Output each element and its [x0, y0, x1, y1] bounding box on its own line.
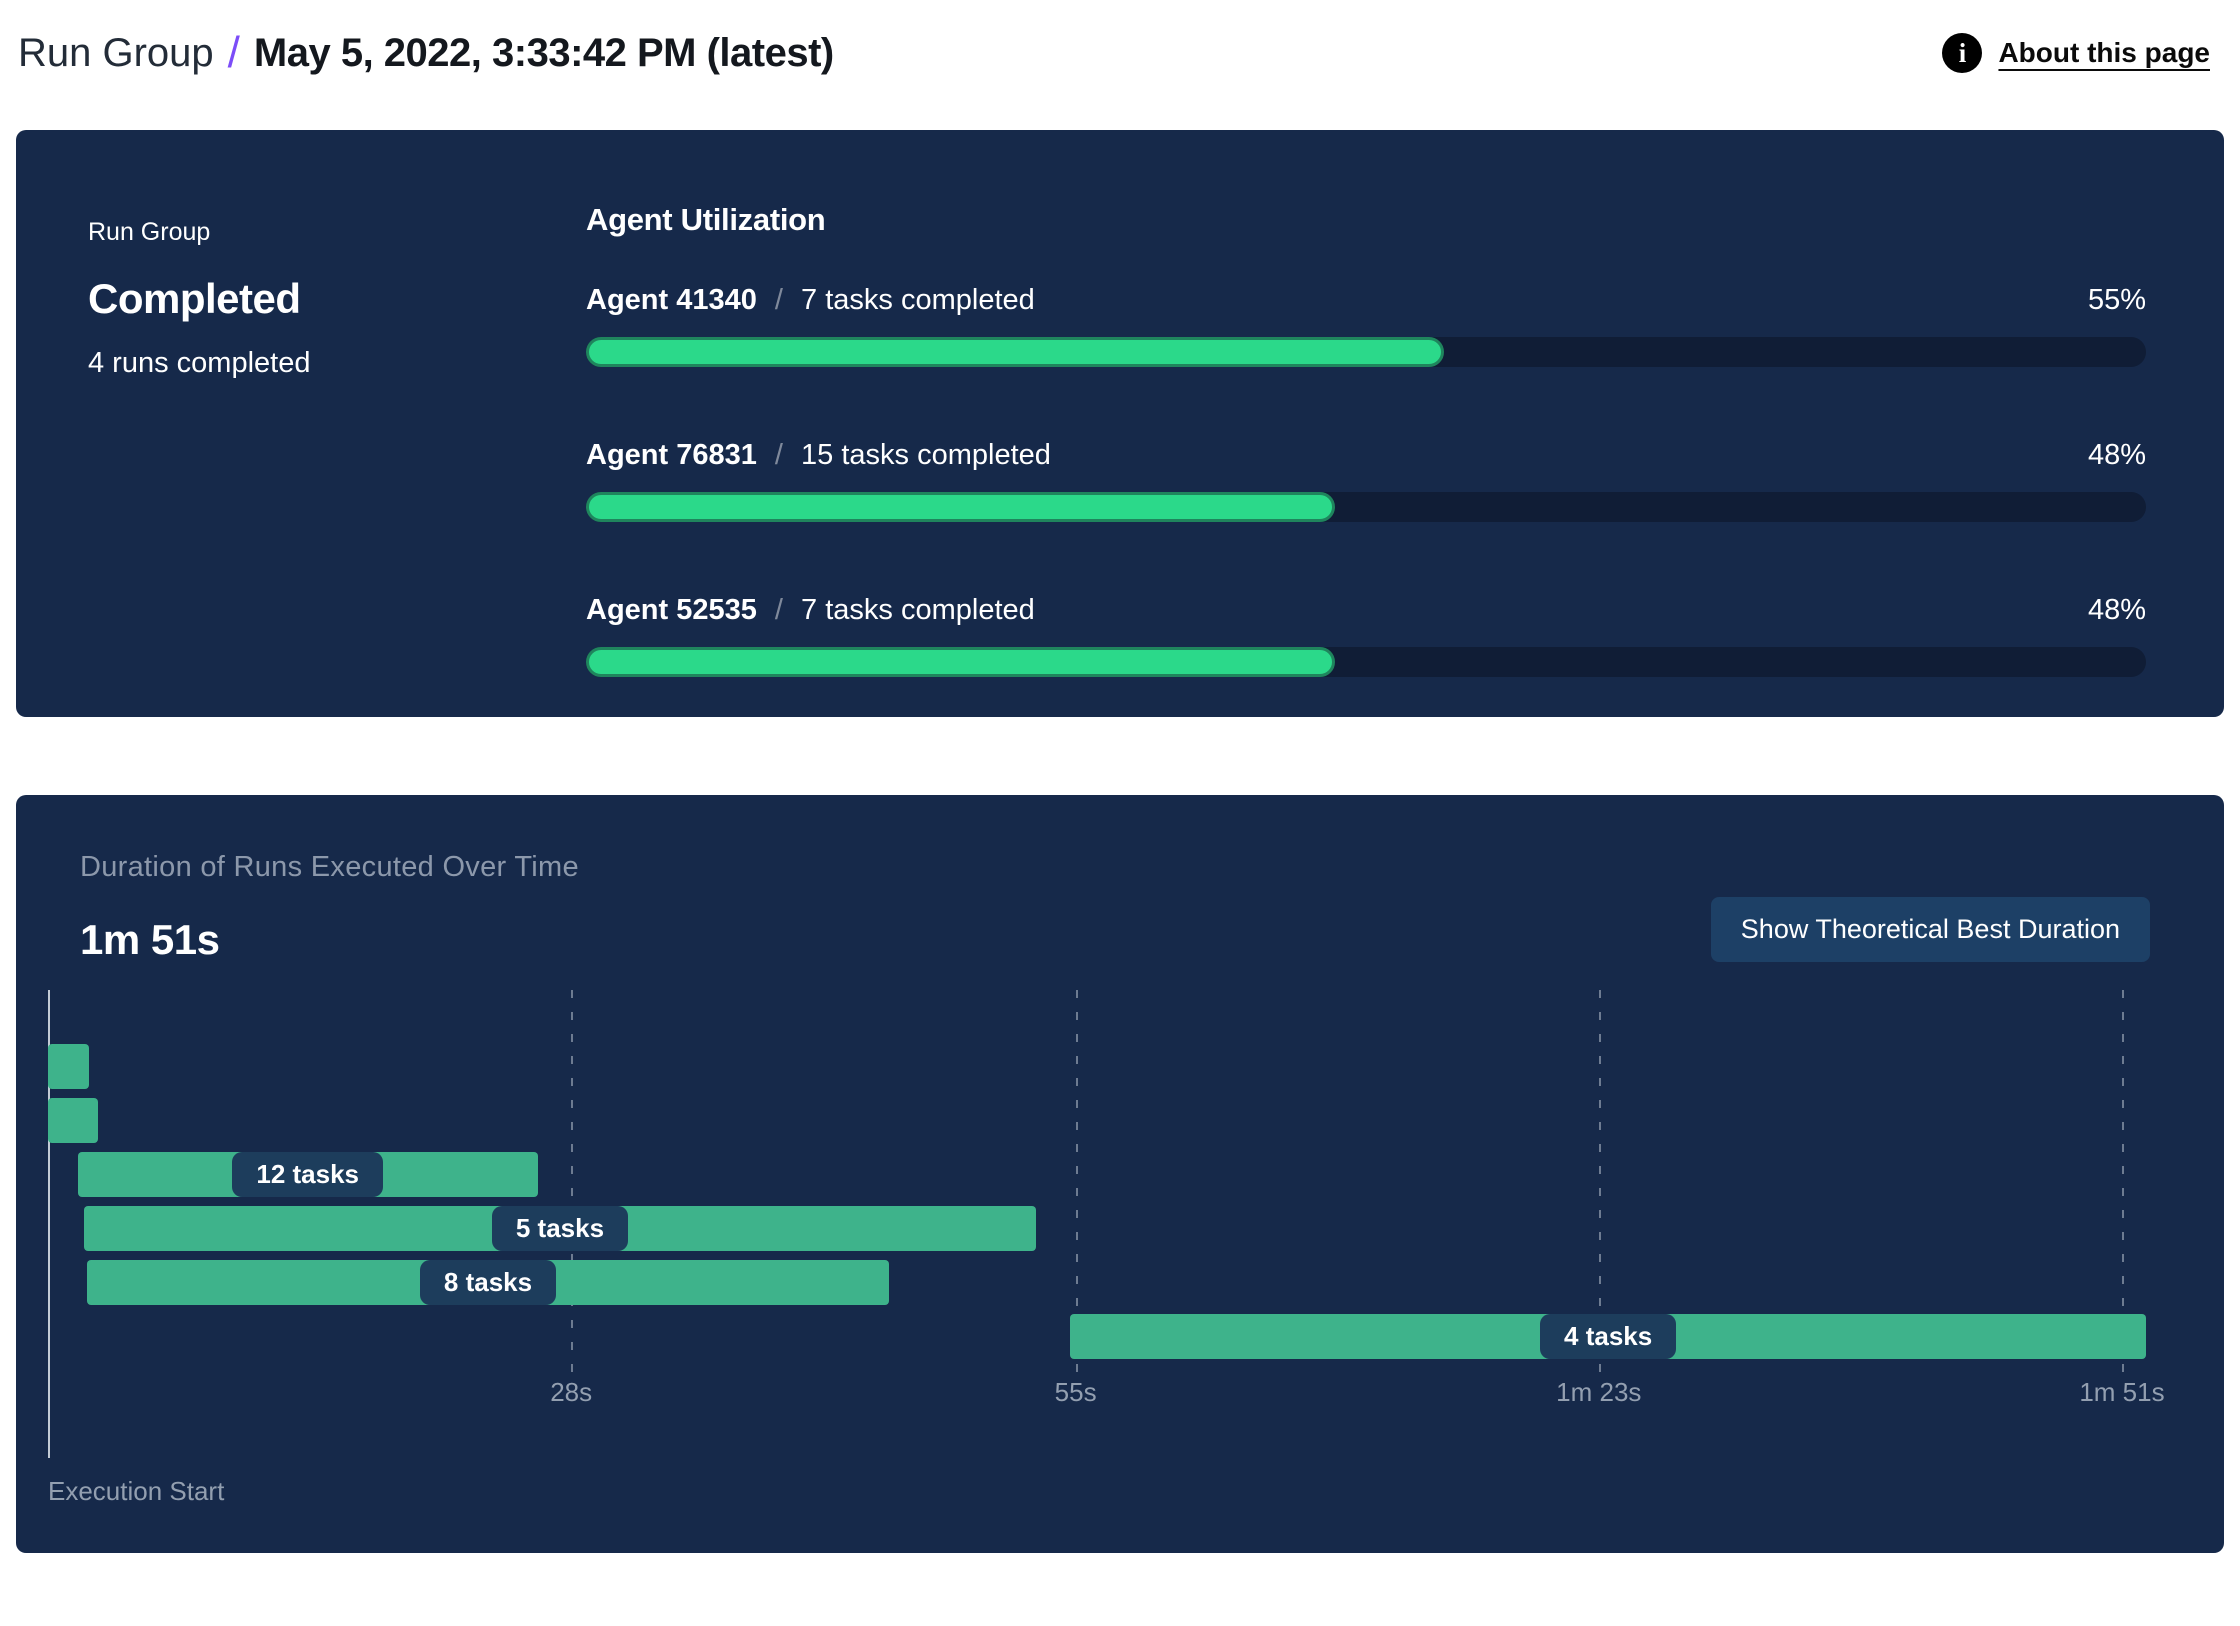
- run-group-status: Completed: [88, 275, 301, 322]
- gantt-row: [48, 1044, 2150, 1089]
- run-duration-bar[interactable]: [48, 1098, 99, 1143]
- run-duration-bar[interactable]: 5 tasks: [83, 1206, 1037, 1251]
- runs-completed-count: 4 runs completed: [88, 347, 311, 379]
- page-title: May 5, 2022, 3:33:42 PM (latest): [253, 30, 834, 75]
- agent-label-separator: /: [766, 439, 792, 471]
- agent-utilization-bar-fill: [586, 337, 1444, 367]
- gantt-gridline: [571, 990, 574, 1372]
- agent-row-header: Agent 76831 / 15 tasks completed 48%: [586, 439, 2146, 472]
- agent-utilization-row: Agent 76831 / 15 tasks completed 48%: [586, 439, 2146, 522]
- show-theoretical-best-duration-button[interactable]: Show Theoretical Best Duration: [1710, 897, 2150, 962]
- about-this-page-link[interactable]: About this page: [1998, 37, 2210, 68]
- run-duration-bar[interactable]: 8 tasks: [87, 1260, 889, 1305]
- agent-utilization-title: Agent Utilization: [586, 202, 826, 237]
- agent-utilization-bar-fill: [586, 492, 1335, 522]
- gantt-row: 8 tasks: [48, 1260, 2150, 1305]
- time-axis-tick-label: 55s: [1054, 1377, 1097, 1407]
- gantt-gridline: [1598, 990, 1601, 1372]
- time-axis-tick-label: 1m 51s: [2079, 1377, 2165, 1407]
- agent-utilization-row: Agent 52535 / 7 tasks completed 48%: [586, 594, 2146, 677]
- agent-utilization-bar-track: [586, 337, 2146, 367]
- run-group-status-block: Run Group Completed 4 runs completed: [16, 130, 576, 717]
- agent-utilization-percent: 48%: [2087, 594, 2146, 626]
- gantt-gridline: [1075, 990, 1078, 1372]
- agent-tasks-completed: 15 tasks completed: [801, 439, 1051, 471]
- agent-utilization-row: Agent 41340 / 7 tasks completed 55%: [586, 284, 2146, 367]
- agent-utilization-bar-fill: [586, 647, 1335, 677]
- gantt-gridline: [2121, 990, 2124, 1372]
- agent-name: Agent 76831: [586, 439, 757, 471]
- about-this-page[interactable]: i About this page: [1942, 33, 2210, 73]
- agent-row-label: Agent 41340 / 7 tasks completed: [586, 284, 1035, 317]
- breadcrumb: Run Group / May 5, 2022, 3:33:42 PM (lat…: [18, 28, 834, 78]
- agent-row-header: Agent 52535 / 7 tasks completed 48%: [586, 594, 2146, 627]
- task-count-badge: 4 tasks: [1540, 1314, 1677, 1359]
- agent-utilization-percent: 55%: [2087, 284, 2146, 316]
- agent-row-header: Agent 41340 / 7 tasks completed 55%: [586, 284, 2146, 317]
- agent-name: Agent 41340: [586, 284, 757, 316]
- duration-title-block: Duration of Runs Executed Over Time 1m 5…: [80, 851, 579, 964]
- duration-panel: Duration of Runs Executed Over Time 1m 5…: [16, 795, 2224, 1553]
- total-duration-value: 1m 51s: [80, 916, 220, 963]
- execution-start-axis-line: [48, 990, 50, 1458]
- agent-row-label: Agent 76831 / 15 tasks completed: [586, 439, 1051, 472]
- run-duration-bar[interactable]: 4 tasks: [1070, 1314, 2147, 1359]
- agent-utilization-list: Agent 41340 / 7 tasks completed 55% Agen…: [586, 284, 2146, 677]
- run-group-summary-panel: Run Group Completed 4 runs completed Age…: [16, 130, 2224, 717]
- execution-start-label: Execution Start: [48, 1476, 225, 1506]
- agent-tasks-completed: 7 tasks completed: [801, 594, 1035, 626]
- time-axis-tick-label: 28s: [550, 1377, 593, 1407]
- agent-utilization-section: Agent Utilization Agent 41340 / 7 tasks …: [576, 130, 2224, 717]
- duration-gantt-chart: 12 tasks 5 tasks 8 tasks 4 tasks 28s 55s 1…: [48, 990, 2165, 1524]
- info-icon: i: [1942, 33, 1983, 73]
- agent-row-label: Agent 52535 / 7 tasks completed: [586, 594, 1035, 627]
- gantt-rows: 12 tasks 5 tasks 8 tasks 4 tasks: [48, 990, 2150, 1359]
- breadcrumb-separator-icon: /: [227, 28, 240, 77]
- gantt-row: 5 tasks: [48, 1206, 2150, 1251]
- time-axis-tick-label: 1m 23s: [1556, 1377, 1642, 1407]
- gantt-row: 12 tasks: [48, 1152, 2150, 1197]
- agent-label-separator: /: [766, 594, 792, 626]
- run-group-label: Run Group: [88, 218, 211, 246]
- agent-name: Agent 52535: [586, 594, 757, 626]
- run-duration-bar[interactable]: [48, 1044, 90, 1089]
- task-count-badge: 12 tasks: [232, 1152, 384, 1197]
- agent-utilization-bar-track: [586, 492, 2146, 522]
- gantt-row: [48, 1098, 2150, 1143]
- task-count-badge: 5 tasks: [491, 1206, 629, 1251]
- duration-panel-header: Duration of Runs Executed Over Time 1m 5…: [80, 851, 2150, 964]
- gantt-row: 4 tasks: [48, 1314, 2150, 1359]
- run-duration-bar[interactable]: 12 tasks: [77, 1152, 538, 1197]
- breadcrumb-run-group[interactable]: Run Group: [18, 30, 214, 75]
- task-count-badge: 8 tasks: [419, 1260, 557, 1305]
- agent-label-separator: /: [766, 284, 792, 316]
- agent-utilization-percent: 48%: [2087, 439, 2146, 471]
- agent-utilization-bar-track: [586, 647, 2146, 677]
- agent-tasks-completed: 7 tasks completed: [801, 284, 1035, 316]
- page-header: Run Group / May 5, 2022, 3:33:42 PM (lat…: [0, 0, 2240, 86]
- duration-chart-title: Duration of Runs Executed Over Time: [80, 851, 579, 883]
